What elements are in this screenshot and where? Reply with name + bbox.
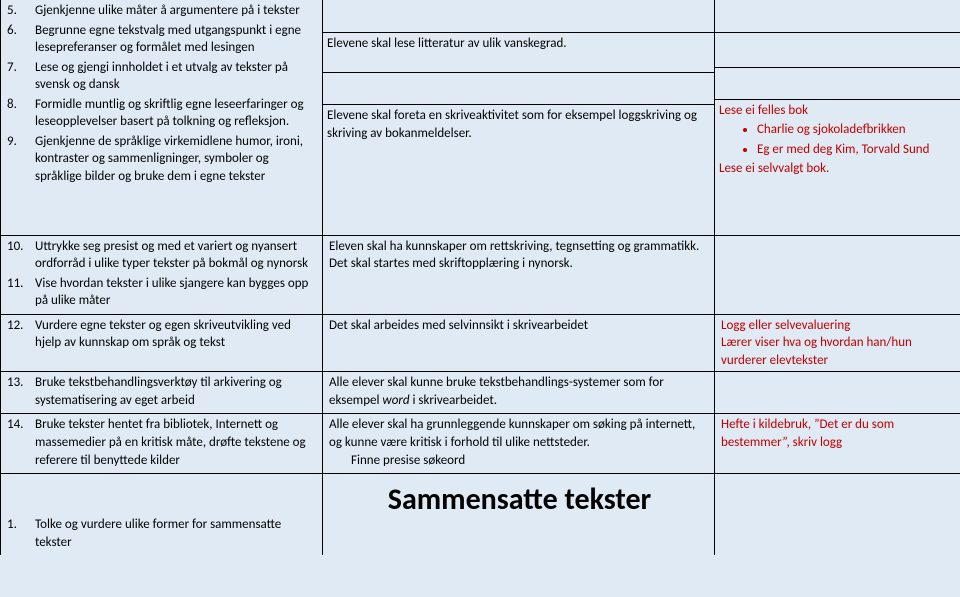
col2-item-10: Eleven skal ha kunnskaper om rettskrivin… (323, 235, 715, 314)
col3-empty-10 (715, 235, 960, 314)
col3-item-14: Hefte i kildebruk, ”Det er du som bestem… (715, 414, 960, 474)
col2-item-6: Elevene skal lese litteratur av ulik van… (323, 32, 714, 73)
section-title: Sammensatte tekster (329, 476, 710, 525)
col2-item-14: Alle elever skal ha grunnleggende kunnsk… (323, 414, 715, 474)
col3-row-a: Lese ei felles bok Charlie og sjokoladef… (715, 0, 960, 235)
col2-item-12: Det skal arbeides med selvinnsikt i skri… (323, 314, 715, 372)
col3-item-8: Lese ei felles bok Charlie og sjokoladef… (715, 99, 960, 229)
col2-item-8: Elevene skal foreta en skriveaktivitet s… (323, 105, 714, 235)
log-selfeval: Logg eller selvevaluering (721, 317, 956, 335)
col1-item-14: 14.Bruke tekster hentet fra bibliotek, I… (1, 414, 323, 474)
col3-empty-13 (715, 372, 960, 414)
col2-row-a: Elevene skal lese litteratur av ulik van… (323, 0, 715, 235)
read-own-book: Lese ei selvvalgt bok. (719, 160, 956, 178)
teacher-shows: Lærer viser hva og hvordan han/hun vurde… (721, 334, 956, 369)
col2-empty-5 (323, 0, 714, 32)
col1-item-13: 13.Bruke tekstbehandlingsverktøy til ark… (1, 372, 323, 414)
source-booklet: Hefte i kildebruk, ”Det er du som bestem… (721, 417, 894, 450)
col2-empty-7 (323, 73, 714, 105)
col1-items-10-11: 10.Uttrykke seg presist og med et varier… (1, 235, 323, 314)
col3-empty-section (715, 474, 960, 556)
section-heading-cell: Sammensatte tekster (323, 474, 715, 556)
col1-item-1-sub: 1.Tolke og vurdere ulike former for samm… (1, 474, 323, 556)
read-common-book: Lese ei felles bok (719, 102, 956, 120)
col1-items-5-9: 5.Gjenkjenne ulike måter å argumentere p… (1, 0, 323, 235)
col1-item-12: 12.Vurdere egne tekster og egen skriveut… (1, 314, 323, 372)
col2-item-13: Alle elever skal kunne bruke tekstbehand… (323, 372, 715, 414)
book-charlie: Charlie og sjokoladefbrikken (757, 121, 956, 139)
curriculum-table: 5.Gjenkjenne ulike måter å argumentere p… (0, 0, 960, 555)
col3-item-12: Logg eller selvevaluering Lærer viser hv… (715, 314, 960, 372)
book-kim: Eg er med deg Kim, Torvald Sund (757, 141, 956, 159)
